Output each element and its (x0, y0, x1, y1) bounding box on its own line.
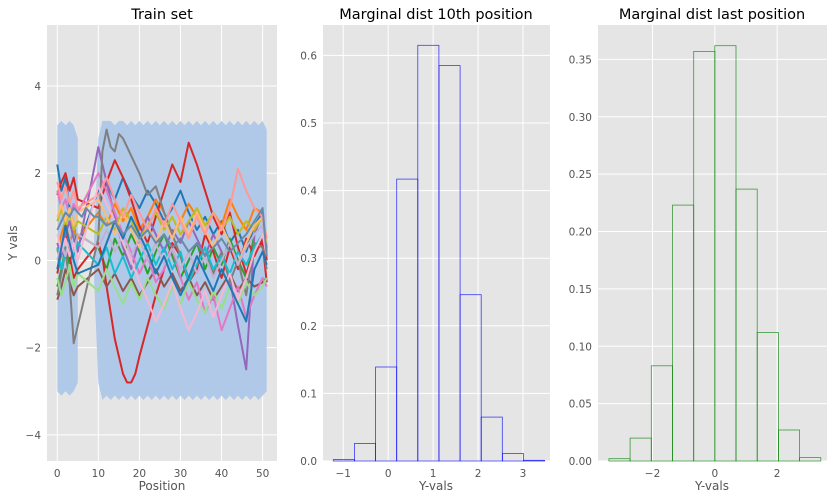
marginal-10th-x-tick-label: 2 (475, 468, 482, 480)
marginal-10th-x-axis-label: Y-vals (418, 479, 453, 493)
marginal-10th-y-tick-label: 0.2 (300, 321, 317, 333)
marginal-last-y-tick-label: 0.25 (569, 169, 592, 181)
background-band-area (94, 120, 267, 401)
marginal-last-bars (608, 45, 822, 462)
marginal-last-y-tick-label: 0.00 (569, 456, 592, 468)
marginal-10th-panel: −1 0 1 2 3 0.0 0.1 0.2 0.3 0.4 0.5 0.6 Marginal dis… (300, 7, 550, 493)
series-line-14 (56, 167, 268, 240)
marginal-last-y-tick-label: 0.30 (569, 112, 592, 124)
marginal-10th-x-tick-label: −1 (335, 468, 350, 480)
marginal-last-x-tick-label: −2 (645, 468, 660, 480)
marginal-10th-y-tick-label: 0.6 (300, 50, 317, 62)
marginal-last-x-tick-label: 0 (711, 468, 718, 480)
marginal-last-y-tick-label: 0.35 (569, 54, 592, 66)
marginal-10th-bar (480, 416, 503, 462)
train-set-x-tick-label: 0 (54, 468, 61, 480)
train-set-panel: 0 10 20 30 40 50 −4 −2 0 2 4 Train set Position Y … (6, 7, 277, 493)
marginal-10th-plot-area (323, 25, 550, 461)
train-set-y-tick-label: −4 (26, 430, 42, 442)
marginal-10th-bar (459, 294, 482, 462)
marginal-last-bar (735, 188, 758, 462)
marginal-last-tick-labels: −2 0 2 0.00 0.05 0.10 0.15 0.20 0.25 0.30 0.35 (569, 54, 781, 480)
marginal-last-title: Marginal dist last position (619, 7, 805, 23)
train-set-series-group (56, 128, 268, 384)
train-set-x-tick-label: 40 (215, 468, 228, 480)
marginal-10th-bar (501, 453, 524, 462)
train-set-x-tick-label: 50 (256, 468, 269, 480)
train-set-y-tick-label: 4 (34, 81, 41, 93)
marginal-10th-x-tick-label: 3 (520, 468, 527, 480)
marginal-last-x-axis-label: Y-vals (694, 479, 729, 493)
marginal-10th-bar (438, 65, 461, 462)
marginal-last-plot-area (598, 25, 827, 461)
train-set-x-tick-label: 20 (133, 468, 146, 480)
series-line-4 (56, 141, 268, 283)
series-line-10 (56, 207, 268, 240)
marginal-last-y-tick-label: 0.05 (569, 399, 592, 411)
marginal-last-panel: −2 0 2 0.00 0.05 0.10 0.15 0.20 0.25 0.30 0.35 Mar… (569, 7, 827, 493)
series-line-15 (56, 224, 268, 279)
train-set-tick-labels: 0 10 20 30 40 50 −4 −2 0 2 4 (26, 81, 270, 480)
train-set-x-axis-label: Position (139, 479, 186, 493)
marginal-10th-y-tick-label: 0.5 (300, 118, 317, 130)
marginal-last-bar (799, 457, 822, 462)
marginal-last-bar (778, 429, 801, 462)
marginal-10th-x-tick-label: 1 (430, 468, 437, 480)
series-line-7 (56, 268, 268, 301)
series-line-17 (56, 215, 268, 323)
train-set-y-tick-label: −2 (26, 343, 41, 355)
marginal-10th-y-tick-label: 0.3 (300, 253, 317, 265)
train-set-x-tick-label: 10 (92, 468, 105, 480)
marginal-last-y-tick-label: 0.10 (569, 341, 592, 353)
marginal-10th-grid (323, 25, 550, 462)
marginal-10th-title: Marginal dist 10th position (339, 7, 533, 23)
marginal-10th-y-tick-label: 0.0 (300, 456, 317, 468)
marginal-10th-y-tick-label: 0.4 (300, 186, 317, 198)
train-set-x-tick-label: 30 (174, 468, 187, 480)
series-line-16 (56, 185, 268, 332)
train-set-y-tick-label: 2 (34, 168, 41, 180)
marginal-10th-tick-labels: −1 0 1 2 3 0.0 0.1 0.2 0.3 0.4 0.5 0.6 (300, 50, 526, 480)
marginal-last-y-tick-label: 0.15 (569, 284, 592, 296)
marginal-last-bar (756, 332, 779, 462)
marginal-10th-bars (332, 44, 546, 462)
series-line-18 (56, 207, 268, 258)
marginal-10th-y-tick-label: 0.1 (300, 388, 317, 400)
marginal-last-x-tick-label: 2 (774, 468, 781, 480)
marginal-last-y-tick-label: 0.20 (569, 227, 592, 239)
marginal-10th-bar (523, 459, 546, 462)
train-set-y-tick-label: 0 (34, 255, 41, 267)
train-set-y-axis-label: Y vals (6, 225, 20, 261)
marginal-10th-x-tick-label: 0 (385, 468, 392, 480)
series-line-5 (56, 233, 268, 384)
train-set-title: Train set (130, 7, 193, 23)
